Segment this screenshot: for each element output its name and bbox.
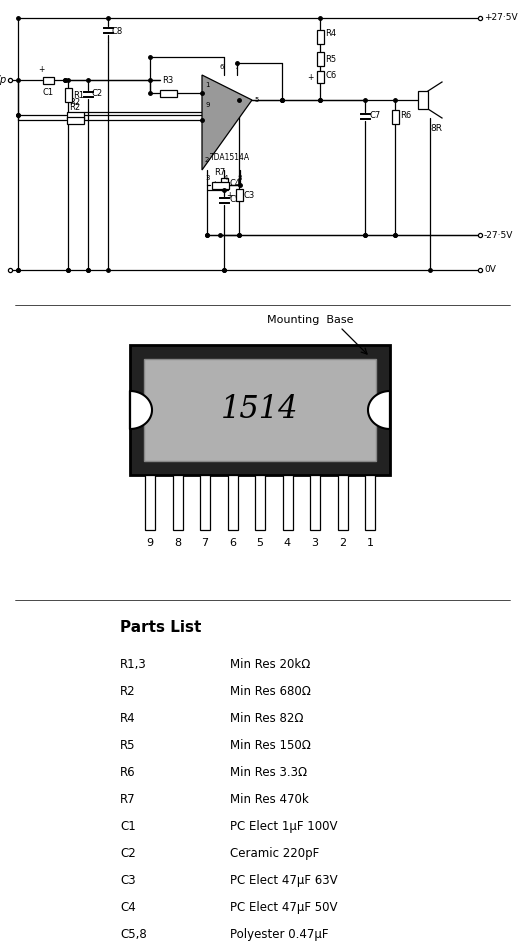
Text: C3: C3 (120, 874, 135, 887)
Text: +: + (38, 66, 45, 74)
Bar (67, 117, 83, 123)
Text: Min Res 470k: Min Res 470k (230, 793, 309, 806)
Text: Parts List: Parts List (120, 620, 202, 635)
Text: 1514: 1514 (221, 395, 299, 426)
Bar (43, 76, 54, 84)
Text: R1: R1 (73, 90, 84, 100)
Bar (160, 89, 176, 96)
Text: C3: C3 (244, 190, 255, 200)
Text: R5: R5 (325, 55, 336, 63)
Text: C2: C2 (92, 89, 103, 99)
Text: +: + (307, 73, 313, 82)
Text: C5,8: C5,8 (120, 928, 147, 941)
Text: 6: 6 (229, 538, 236, 548)
Bar (67, 111, 83, 119)
Bar (212, 182, 228, 188)
Polygon shape (130, 391, 152, 429)
Text: 7: 7 (235, 64, 239, 70)
Bar (65, 88, 71, 102)
Text: TDA1514A: TDA1514A (210, 154, 250, 163)
Text: 5: 5 (257, 538, 264, 548)
Bar (282, 475, 292, 530)
Text: R2: R2 (69, 103, 80, 112)
Text: 8: 8 (237, 175, 242, 181)
Text: C6: C6 (325, 72, 336, 80)
Text: +: + (211, 180, 217, 189)
Text: Polyester 0.47μF: Polyester 0.47μF (230, 928, 329, 941)
Text: 1: 1 (366, 538, 373, 548)
Bar (317, 52, 323, 66)
Bar (130, 345, 390, 475)
Text: 9: 9 (146, 538, 153, 548)
Text: R4: R4 (120, 712, 135, 725)
Bar (365, 475, 375, 530)
Text: 7: 7 (202, 538, 208, 548)
Text: 2: 2 (205, 157, 209, 163)
Text: R2: R2 (69, 98, 80, 107)
Text: C4: C4 (120, 901, 136, 914)
Polygon shape (202, 75, 252, 170)
Text: 4: 4 (224, 175, 228, 181)
Text: C1: C1 (120, 820, 136, 833)
Text: PC Elect 1μF 100V: PC Elect 1μF 100V (230, 820, 338, 833)
Bar (392, 110, 398, 124)
Text: 6: 6 (220, 64, 224, 70)
Text: i/p: i/p (0, 75, 7, 85)
Text: +: + (226, 191, 233, 200)
Bar (418, 91, 428, 109)
Text: Min Res 150Ω: Min Res 150Ω (230, 739, 311, 752)
Text: 8R: 8R (430, 124, 442, 133)
Bar (220, 178, 227, 190)
Text: Mounting  Base: Mounting Base (267, 315, 353, 325)
Text: C5: C5 (229, 196, 240, 204)
Text: C8: C8 (112, 27, 123, 37)
Text: 2: 2 (339, 538, 346, 548)
Text: Min Res 680Ω: Min Res 680Ω (230, 685, 311, 698)
Bar (317, 71, 323, 83)
Text: 9: 9 (205, 102, 209, 108)
Text: Min Res 82Ω: Min Res 82Ω (230, 712, 303, 725)
Text: C2: C2 (120, 847, 136, 860)
Text: R6: R6 (400, 110, 411, 120)
Text: R1,3: R1,3 (120, 658, 147, 671)
Bar (317, 30, 323, 44)
Text: R6: R6 (120, 766, 135, 779)
Text: 1: 1 (205, 82, 209, 88)
Text: R5: R5 (120, 739, 135, 752)
Bar (255, 475, 265, 530)
Bar (144, 359, 376, 461)
Text: R3: R3 (162, 76, 174, 85)
Bar (310, 475, 320, 530)
Text: Min Res 20kΩ: Min Res 20kΩ (230, 658, 310, 671)
Text: C4: C4 (229, 180, 240, 188)
Text: 3: 3 (205, 175, 209, 181)
Bar (145, 475, 155, 530)
Text: +27·5V: +27·5V (484, 13, 518, 23)
Bar (173, 475, 183, 530)
Bar (236, 189, 243, 201)
Text: R2: R2 (120, 685, 135, 698)
Bar (227, 475, 237, 530)
Text: R4: R4 (325, 28, 336, 38)
Text: PC Elect 47μF 50V: PC Elect 47μF 50V (230, 901, 338, 914)
Polygon shape (368, 391, 390, 429)
Text: PC Elect 47μF 63V: PC Elect 47μF 63V (230, 874, 338, 887)
Text: 3: 3 (311, 538, 319, 548)
Text: C7: C7 (369, 111, 380, 121)
Text: R7: R7 (214, 168, 226, 177)
Text: -27·5V: -27·5V (484, 231, 513, 239)
Text: 8: 8 (174, 538, 181, 548)
Text: 5: 5 (254, 97, 258, 103)
Bar (338, 475, 348, 530)
Text: Ceramic 220pF: Ceramic 220pF (230, 847, 319, 860)
Bar (200, 475, 210, 530)
Text: Min Res 3.3Ω: Min Res 3.3Ω (230, 766, 307, 779)
Text: R7: R7 (120, 793, 135, 806)
Text: 4: 4 (284, 538, 291, 548)
Text: 0V: 0V (484, 266, 496, 274)
Text: C1: C1 (43, 88, 54, 97)
